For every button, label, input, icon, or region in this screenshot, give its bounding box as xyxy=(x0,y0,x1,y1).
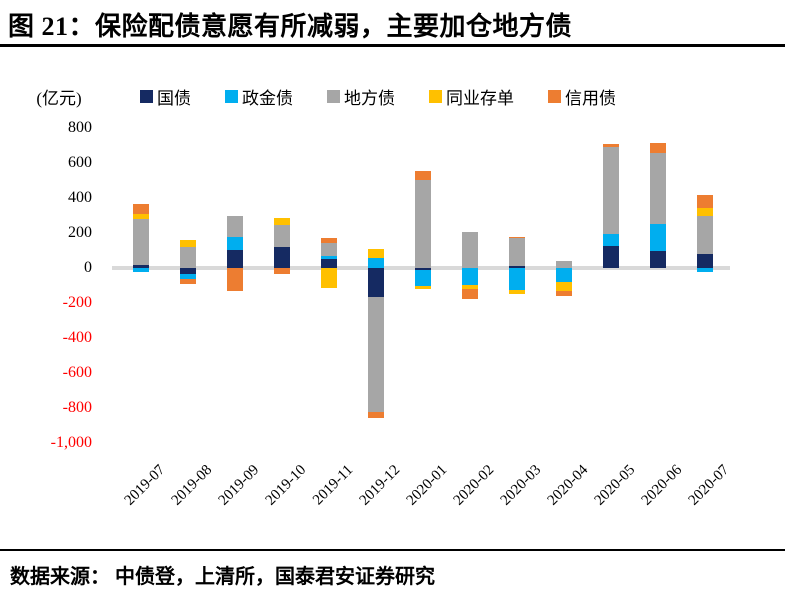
bar-segment-2020-06-地方债 xyxy=(649,152,666,225)
legend-swatch-icon xyxy=(140,89,153,103)
bar-segment-2020-04-地方债 xyxy=(555,261,572,268)
bar-segment-2019-12-同业存单 xyxy=(367,248,384,258)
bar-segment-2019-12-国债 xyxy=(367,268,384,297)
y-axis-tick-label: -1,000 xyxy=(50,434,92,451)
bar-segment-2019-12-信用债 xyxy=(367,412,384,418)
y-axis-tick-label: 800 xyxy=(68,119,92,136)
bar-segment-2019-08-信用债 xyxy=(179,279,196,284)
bar-segment-2020-04-信用债 xyxy=(555,290,572,296)
bar-segment-2020-03-国债 xyxy=(508,266,525,268)
bar-segment-2020-03-信用债 xyxy=(508,237,525,239)
title-divider xyxy=(0,44,785,47)
bar-segment-2019-12-地方债 xyxy=(367,296,384,413)
y-axis-tick-label: 400 xyxy=(68,189,92,206)
bar-segment-2019-09-信用债 xyxy=(226,268,243,291)
figure-title: 图 21：保险配债意愿有所减弱，主要加仓地方债 xyxy=(8,12,573,41)
bar-segment-2020-02-地方债 xyxy=(461,232,478,268)
legend-item-1: 政金债 xyxy=(225,84,293,109)
legend-swatch-icon xyxy=(548,89,561,103)
bar-segment-2020-02-政金债 xyxy=(461,268,478,285)
bar-segment-2020-07-国债 xyxy=(696,254,713,268)
bar-segment-2020-01-政金债 xyxy=(414,269,431,287)
bar-segment-2019-08-地方债 xyxy=(179,247,196,268)
bar-segment-2020-06-国债 xyxy=(649,250,666,268)
y-axis-tick-label: -600 xyxy=(62,364,92,381)
bar-segment-2019-10-同业存单 xyxy=(273,218,290,226)
bar-segment-2019-11-政金债 xyxy=(320,255,337,260)
legend-swatch-icon xyxy=(429,89,442,103)
legend-label: 国债 xyxy=(157,88,191,108)
bar-segment-2019-11-国债 xyxy=(320,259,337,268)
bar-segment-2020-07-同业存单 xyxy=(696,207,713,217)
bar-segment-2020-02-同业存单 xyxy=(461,284,478,289)
legend-item-2: 地方债 xyxy=(327,84,395,109)
bar-segment-2020-03-地方债 xyxy=(508,238,525,267)
legend-item-3: 同业存单 xyxy=(429,84,514,109)
bar-segment-2020-05-政金债 xyxy=(602,233,619,247)
data-source-note: 数据来源： 中债登，上清所，国泰君安证券研究 xyxy=(10,566,435,588)
bar-segment-2019-07-地方债 xyxy=(132,219,149,266)
bar-segment-2020-04-同业存单 xyxy=(555,282,572,291)
legend-label: 政金债 xyxy=(242,88,293,108)
bar-segment-2020-04-政金债 xyxy=(555,268,572,282)
bar-segment-2020-06-政金债 xyxy=(649,224,666,251)
bar-segment-2020-07-信用债 xyxy=(696,195,713,208)
y-axis-tick-label: 200 xyxy=(68,224,92,241)
legend-swatch-icon xyxy=(225,89,238,103)
bar-segment-2019-10-信用债 xyxy=(273,268,290,275)
bar-segment-2020-01-信用债 xyxy=(414,170,431,180)
bar-segment-2020-03-政金债 xyxy=(508,268,525,290)
bar-segment-2019-07-政金债 xyxy=(132,268,149,273)
bar-segment-2020-07-政金债 xyxy=(696,268,713,272)
legend-item-4: 信用债 xyxy=(548,84,616,109)
legend-item-0: 国债 xyxy=(140,84,191,109)
legend-label: 地方债 xyxy=(344,88,395,108)
source-divider xyxy=(0,549,785,551)
bar-segment-2019-08-国债 xyxy=(179,268,196,275)
bar-segment-2019-08-政金债 xyxy=(179,274,196,280)
bar-segment-2019-08-同业存单 xyxy=(179,240,196,247)
bar-segment-2020-05-信用债 xyxy=(602,143,619,148)
bar-segment-2020-07-地方债 xyxy=(696,216,713,254)
y-axis-tick-label: 0 xyxy=(84,259,92,276)
y-axis-tick-label: -400 xyxy=(62,329,92,346)
bar-segment-2019-09-地方债 xyxy=(226,216,243,238)
chart-legend: 国债 政金债 地方债 同业存单 信用债 xyxy=(140,84,760,108)
bar-segment-2019-07-同业存单 xyxy=(132,213,149,219)
y-axis-tick-label: 600 xyxy=(68,154,92,171)
y-axis-unit-label: (亿元) xyxy=(36,89,82,108)
bar-segment-2019-09-国债 xyxy=(226,249,243,268)
bar-segment-2019-09-政金债 xyxy=(226,237,243,250)
legend-label: 同业存单 xyxy=(446,88,514,108)
bar-segment-2020-06-信用债 xyxy=(649,142,666,153)
bar-segment-2019-12-政金债 xyxy=(367,257,384,268)
bar-segment-2020-01-地方债 xyxy=(414,179,431,268)
bar-segment-2019-07-国债 xyxy=(132,265,149,268)
bar-segment-2019-10-国债 xyxy=(273,247,290,268)
bar-segment-2020-05-国债 xyxy=(602,246,619,268)
bar-segment-2019-07-信用债 xyxy=(132,204,149,214)
bar-segment-2020-02-信用债 xyxy=(461,289,478,299)
bar-segment-2019-11-信用债 xyxy=(320,238,337,243)
y-axis-tick-label: -800 xyxy=(62,399,92,416)
y-axis-tick-label: -200 xyxy=(62,294,92,311)
bar-segment-2019-11-地方债 xyxy=(320,242,337,256)
bar-segment-2020-01-同业存单 xyxy=(414,286,431,289)
legend-swatch-icon xyxy=(327,89,340,103)
legend-label: 信用债 xyxy=(565,88,616,108)
bar-segment-2020-01-国债 xyxy=(414,268,431,270)
bar-segment-2019-10-地方债 xyxy=(273,225,290,247)
bar-segment-2020-03-同业存单 xyxy=(508,289,525,295)
bar-segment-2020-05-地方债 xyxy=(602,147,619,234)
bar-segment-2019-11-同业存单 xyxy=(320,268,337,289)
